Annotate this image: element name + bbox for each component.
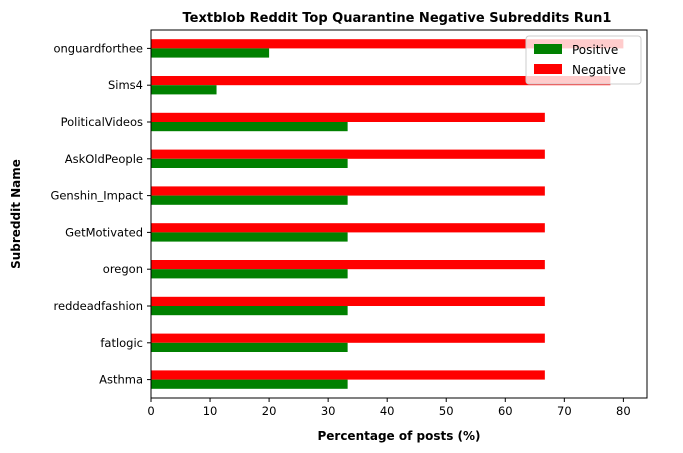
bar-negative-reddeadfashion xyxy=(151,296,545,306)
bar-negative-asthma xyxy=(151,370,545,380)
bar-positive-politicalvideos xyxy=(151,122,348,132)
x-tick-label-40: 40 xyxy=(380,404,395,418)
x-tick-label-80: 80 xyxy=(616,404,631,418)
x-tick-label-20: 20 xyxy=(262,404,277,418)
legend-label-positive: Positive xyxy=(572,43,618,57)
plot-frame xyxy=(150,29,648,399)
bar-positive-getmotivated xyxy=(151,232,348,242)
bar-positive-asthma xyxy=(151,379,348,389)
bars-layer xyxy=(151,39,624,389)
bar-positive-reddeadfashion xyxy=(151,306,348,316)
bar-negative-fatlogic xyxy=(151,333,545,343)
x-tick-label-60: 60 xyxy=(498,404,513,418)
x-tick-label-50: 50 xyxy=(439,404,454,418)
y-tick-label-asthma: Asthma xyxy=(99,373,143,387)
x-tick-label-30: 30 xyxy=(321,404,336,418)
x-axis-ticks: 0 10 20 30 40 50 60 70 80 xyxy=(147,398,631,418)
y-tick-label-fatlogic: fatlogic xyxy=(100,336,143,350)
bar-positive-oregon xyxy=(151,269,348,279)
y-axis-label: Subreddit Name xyxy=(9,159,23,269)
y-axis-ticks: onguardforthee Sims4 PoliticalVideos AskOld… xyxy=(50,41,151,387)
legend-swatch-negative xyxy=(534,64,562,74)
bar-positive-sims4 xyxy=(151,85,217,95)
y-tick-label-reddeadfashion: reddeadfashion xyxy=(54,299,143,313)
bar-negative-getmotivated xyxy=(151,223,545,233)
y-tick-label-sims4: Sims4 xyxy=(108,78,143,92)
x-tick-label-70: 70 xyxy=(557,404,572,418)
bar-positive-onguardforthee xyxy=(151,48,270,58)
bar-negative-politicalvideos xyxy=(151,112,545,122)
x-tick-label-10: 10 xyxy=(203,404,218,418)
bar-positive-fatlogic xyxy=(151,342,348,352)
legend-swatch-positive xyxy=(534,44,562,54)
bar-negative-oregon xyxy=(151,260,545,270)
x-axis-label: Percentage of posts (%) xyxy=(317,429,480,443)
y-tick-label-oregon: oregon xyxy=(103,262,143,276)
bar-positive-genshin-impact xyxy=(151,195,348,205)
bar-negative-sims4 xyxy=(151,76,611,86)
y-tick-label-getmotivated: GetMotivated xyxy=(65,225,143,239)
y-tick-label-askoldpeople: AskOldPeople xyxy=(65,152,143,166)
bar-negative-askoldpeople xyxy=(151,149,545,159)
x-tick-label-0: 0 xyxy=(147,404,154,418)
y-tick-label-onguardforthee: onguardforthee xyxy=(53,41,143,55)
y-tick-label-genshin-impact: Genshin_Impact xyxy=(50,189,143,203)
bar-negative-onguardforthee xyxy=(151,39,624,49)
bar-positive-askoldpeople xyxy=(151,158,348,168)
bar-negative-genshin-impact xyxy=(151,186,545,196)
y-tick-label-politicalvideos: PoliticalVideos xyxy=(61,115,143,129)
legend-label-negative: Negative xyxy=(572,63,626,77)
legend: Positive Negative xyxy=(525,35,642,85)
chart-title: Textblob Reddit Top Quarantine Negative … xyxy=(183,11,612,26)
